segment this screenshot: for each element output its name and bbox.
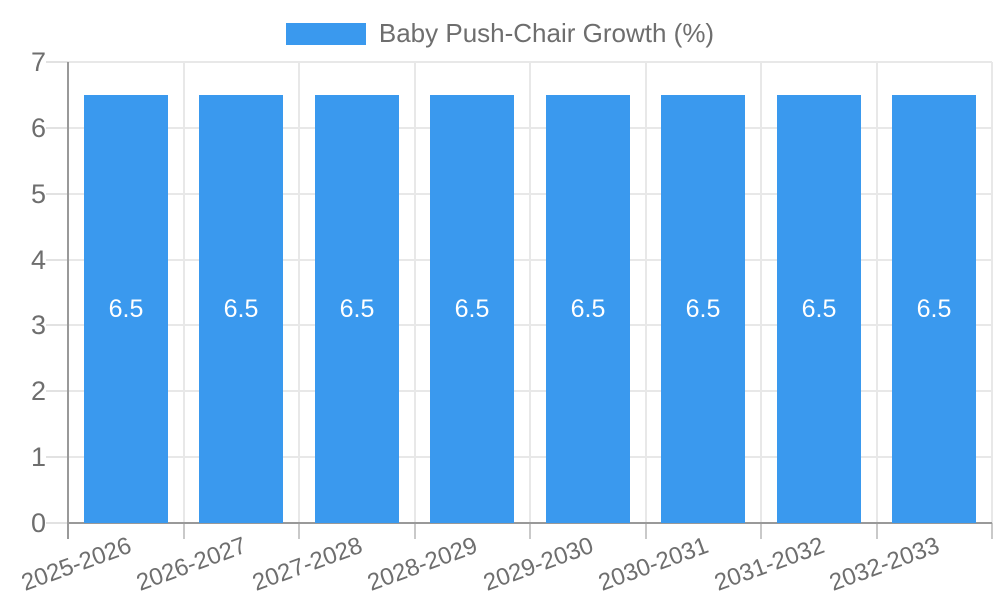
bar-value-label: 6.5 [108,294,144,323]
x-tick-label: 2029-2030 [479,532,597,597]
bar: 6.5 [777,95,861,523]
x-tick-label: 2027-2028 [248,532,366,597]
bar: 6.5 [661,95,745,523]
bar-value-label: 6.5 [223,294,259,323]
v-gridline [183,62,185,523]
y-tick [46,259,68,261]
y-tick [46,522,68,524]
x-tick [760,523,762,539]
legend-color-swatch [285,22,366,45]
x-tick [298,523,300,539]
chart-legend: Baby Push-Chair Growth (%) [0,18,1000,49]
y-tick-label: 7 [30,47,46,77]
v-gridline [529,62,531,523]
x-tick [183,523,185,539]
x-tick-label: 2031-2032 [710,532,828,597]
x-tick-label: 2030-2031 [595,532,713,597]
y-axis-line [67,62,69,523]
y-tick-label: 6 [30,113,46,143]
y-tick-label: 3 [30,310,46,340]
y-tick [46,390,68,392]
bar-value-label: 6.5 [685,294,721,323]
x-tick [414,523,416,539]
y-tick-label: 1 [30,442,46,472]
bar: 6.5 [892,95,976,523]
bar: 6.5 [315,95,399,523]
y-tick-label: 5 [30,179,46,209]
bar-value-label: 6.5 [454,294,490,323]
y-tick-label: 2 [30,376,46,406]
v-gridline [991,62,993,523]
x-tick-label: 2025-2026 [17,532,135,597]
bar: 6.5 [199,95,283,523]
x-tick-label: 2026-2027 [133,532,251,597]
y-tick [46,193,68,195]
x-tick-label: 2032-2033 [826,532,944,597]
y-tick [46,324,68,326]
y-tick [46,61,68,63]
v-gridline [645,62,647,523]
bar: 6.5 [84,95,168,523]
bar-value-label: 6.5 [801,294,837,323]
x-tick [67,523,69,539]
bar-value-label: 6.5 [570,294,606,323]
v-gridline [876,62,878,523]
v-gridline [760,62,762,523]
x-tick [991,523,993,539]
x-axis-line [68,522,992,524]
legend-item[interactable]: Baby Push-Chair Growth (%) [285,18,715,49]
y-tick-label: 0 [30,508,46,538]
bar: 6.5 [430,95,514,523]
x-tick [645,523,647,539]
bar-value-label: 6.5 [916,294,952,323]
v-gridline [414,62,416,523]
y-tick [46,127,68,129]
y-tick-label: 4 [30,245,46,275]
legend-label: Baby Push-Chair Growth (%) [378,18,715,48]
y-tick [46,456,68,458]
bar: 6.5 [546,95,630,523]
bar-value-label: 6.5 [339,294,375,323]
v-gridline [298,62,300,523]
x-tick [529,523,531,539]
x-tick-label: 2028-2029 [364,532,482,597]
x-tick [876,523,878,539]
